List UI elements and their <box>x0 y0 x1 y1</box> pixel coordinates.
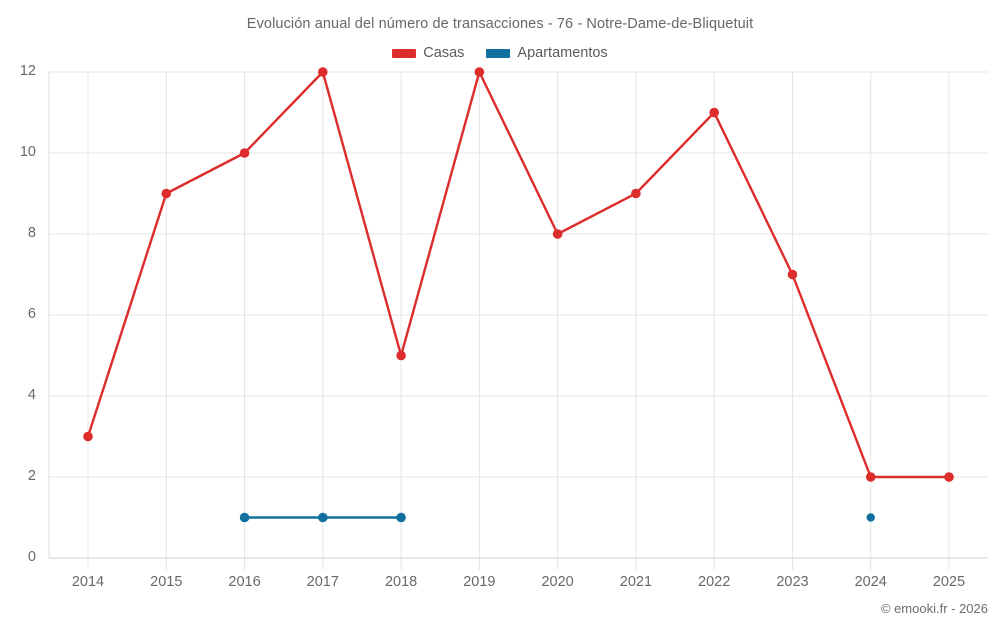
y-axis-tick-label: 0 <box>27 549 36 565</box>
x-axis-tick-label: 2024 <box>854 574 887 590</box>
data-point[interactable] <box>552 229 563 239</box>
y-axis-tick-label: 12 <box>19 63 36 79</box>
data-point[interactable] <box>83 431 93 442</box>
chart-legend: Casas Apartamentos <box>0 45 1000 61</box>
x-axis-tick-label: 2017 <box>306 574 339 590</box>
data-point[interactable] <box>631 188 641 199</box>
data-point[interactable] <box>709 107 719 118</box>
data-point[interactable] <box>239 512 250 523</box>
x-axis-tick-label: 2022 <box>698 574 731 590</box>
y-axis-tick-label: 4 <box>27 387 36 403</box>
legend-swatch-casas <box>392 48 417 58</box>
data-point[interactable] <box>161 188 172 199</box>
data-point[interactable] <box>396 512 406 523</box>
y-axis-tick-label: 10 <box>19 144 36 160</box>
data-point[interactable] <box>474 67 485 77</box>
legend-swatch-apartamentos <box>486 48 511 58</box>
chart-title: Evolución anual del número de transaccio… <box>246 16 754 32</box>
x-axis-tick-label: 2018 <box>384 574 418 590</box>
x-axis-tick-label: 2023 <box>776 574 809 590</box>
x-axis-tick-label: 2021 <box>619 574 653 590</box>
data-point[interactable] <box>239 148 250 158</box>
y-axis-tick-label: 6 <box>27 306 36 322</box>
legend-item-casas[interactable]: Casas <box>392 45 464 61</box>
gridlines-vertical <box>87 72 950 570</box>
series-casas <box>83 67 954 482</box>
series-apartamentos <box>239 512 875 523</box>
gridlines-horizontal <box>49 71 988 559</box>
x-axis-tick-label: 2020 <box>541 574 574 590</box>
data-point[interactable] <box>865 472 876 482</box>
data-point[interactable] <box>866 513 875 522</box>
x-axis-tick-label: 2015 <box>150 574 183 590</box>
y-axis-tick-label: 8 <box>27 225 36 241</box>
x-axis-tick-label: 2025 <box>932 574 966 590</box>
legend-label-casas: Casas <box>423 45 465 61</box>
x-axis-tick-label: 2016 <box>228 574 261 590</box>
legend-item-apartamentos[interactable]: Apartamentos <box>486 45 608 61</box>
data-point[interactable] <box>396 350 406 361</box>
footer-credit: © emooki.fr - 2026 <box>880 601 988 616</box>
data-point[interactable] <box>944 472 954 482</box>
series-line <box>86 70 951 479</box>
legend-label-apartamentos: Apartamentos <box>517 45 608 61</box>
data-point[interactable] <box>787 269 798 280</box>
data-point[interactable] <box>318 67 328 77</box>
data-point[interactable] <box>318 512 328 523</box>
y-axis-tick-label: 2 <box>27 468 36 484</box>
x-axis-tick-label: 2014 <box>71 574 105 590</box>
x-axis-tick-label: 2019 <box>463 574 496 590</box>
